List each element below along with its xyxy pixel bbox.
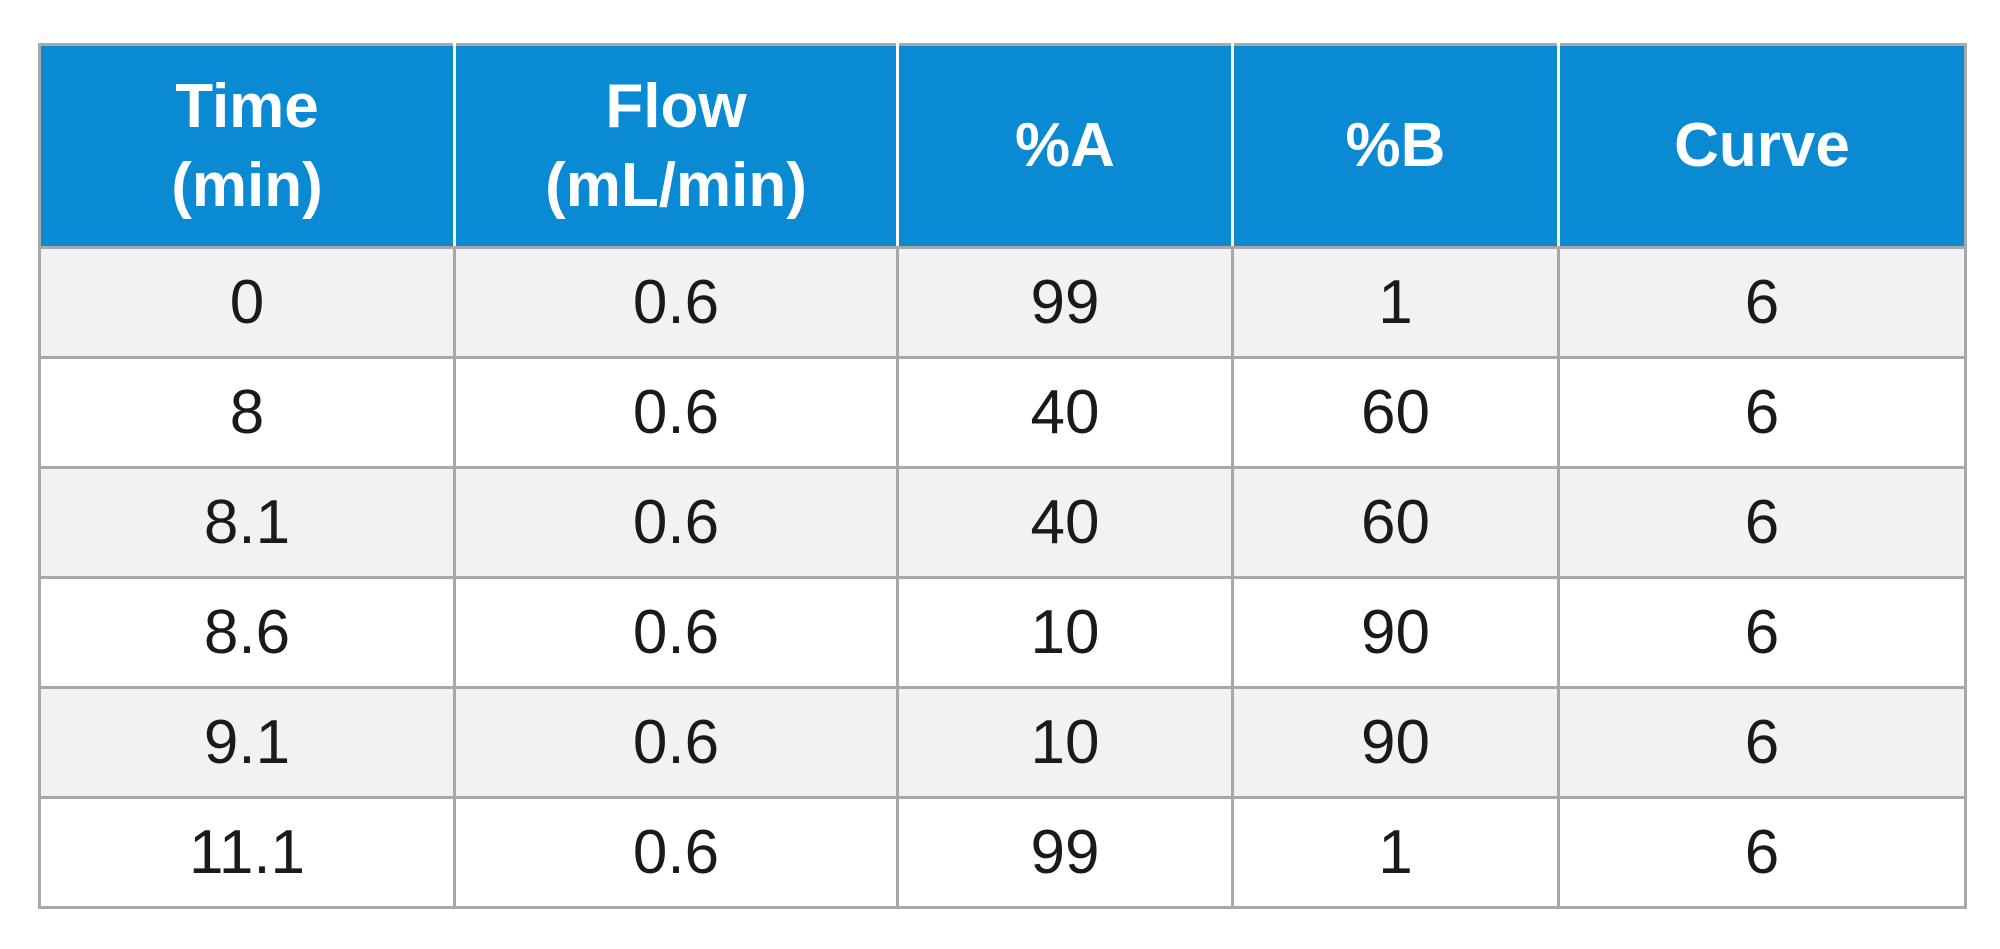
- header-label: Flow: [605, 71, 747, 141]
- cell-flow: 0.6: [453, 246, 899, 359]
- cell-curve: 6: [1557, 576, 1967, 689]
- cell-time: 11.1: [38, 796, 456, 909]
- column-header-time: Time (min): [38, 43, 456, 249]
- table-row: 0 0.6 99 1 6: [38, 246, 1967, 359]
- cell-percent-b: 60: [1231, 356, 1560, 469]
- cell-time: 8.6: [38, 576, 456, 689]
- table-row: 9.1 0.6 10 90 6: [38, 686, 1967, 799]
- header-row: Time (min) Flow (mL/min) %A %B Curve: [38, 43, 1967, 249]
- column-header-percent-a: %A: [896, 43, 1234, 249]
- table-row: 8.1 0.6 40 60 6: [38, 466, 1967, 579]
- cell-time: 8.1: [38, 466, 456, 579]
- cell-percent-a: 99: [896, 796, 1234, 909]
- cell-curve: 6: [1557, 246, 1967, 359]
- header-label: Time: [175, 71, 319, 141]
- cell-flow: 0.6: [453, 686, 899, 799]
- gradient-table-container: Time (min) Flow (mL/min) %A %B Curve: [38, 43, 1967, 909]
- cell-flow: 0.6: [453, 466, 899, 579]
- header-unit: (min): [171, 151, 323, 220]
- cell-percent-b: 90: [1231, 576, 1560, 689]
- column-header-percent-b: %B: [1231, 43, 1560, 249]
- cell-flow: 0.6: [453, 576, 899, 689]
- cell-percent-b: 90: [1231, 686, 1560, 799]
- cell-percent-b: 1: [1231, 246, 1560, 359]
- cell-percent-b: 1: [1231, 796, 1560, 909]
- header-label: %A: [1015, 111, 1115, 181]
- cell-percent-a: 10: [896, 686, 1234, 799]
- table-row: 8 0.6 40 60 6: [38, 356, 1967, 469]
- cell-curve: 6: [1557, 466, 1967, 579]
- header-label: %B: [1345, 111, 1446, 181]
- cell-curve: 6: [1557, 796, 1967, 909]
- cell-flow: 0.6: [453, 796, 899, 909]
- cell-percent-a: 99: [896, 246, 1234, 359]
- header-unit: (mL/min): [545, 151, 807, 220]
- header-label: Curve: [1674, 111, 1850, 181]
- cell-curve: 6: [1557, 356, 1967, 469]
- cell-curve: 6: [1557, 686, 1967, 799]
- cell-time: 8: [38, 356, 456, 469]
- gradient-table: Time (min) Flow (mL/min) %A %B Curve: [38, 43, 1967, 909]
- cell-time: 0: [38, 246, 456, 359]
- cell-percent-a: 40: [896, 466, 1234, 579]
- cell-percent-a: 10: [896, 576, 1234, 689]
- column-header-flow: Flow (mL/min): [453, 43, 899, 249]
- cell-percent-a: 40: [896, 356, 1234, 469]
- cell-flow: 0.6: [453, 356, 899, 469]
- table-row: 11.1 0.6 99 1 6: [38, 796, 1967, 909]
- cell-time: 9.1: [38, 686, 456, 799]
- cell-percent-b: 60: [1231, 466, 1560, 579]
- table-row: 8.6 0.6 10 90 6: [38, 576, 1967, 689]
- column-header-curve: Curve: [1557, 43, 1967, 249]
